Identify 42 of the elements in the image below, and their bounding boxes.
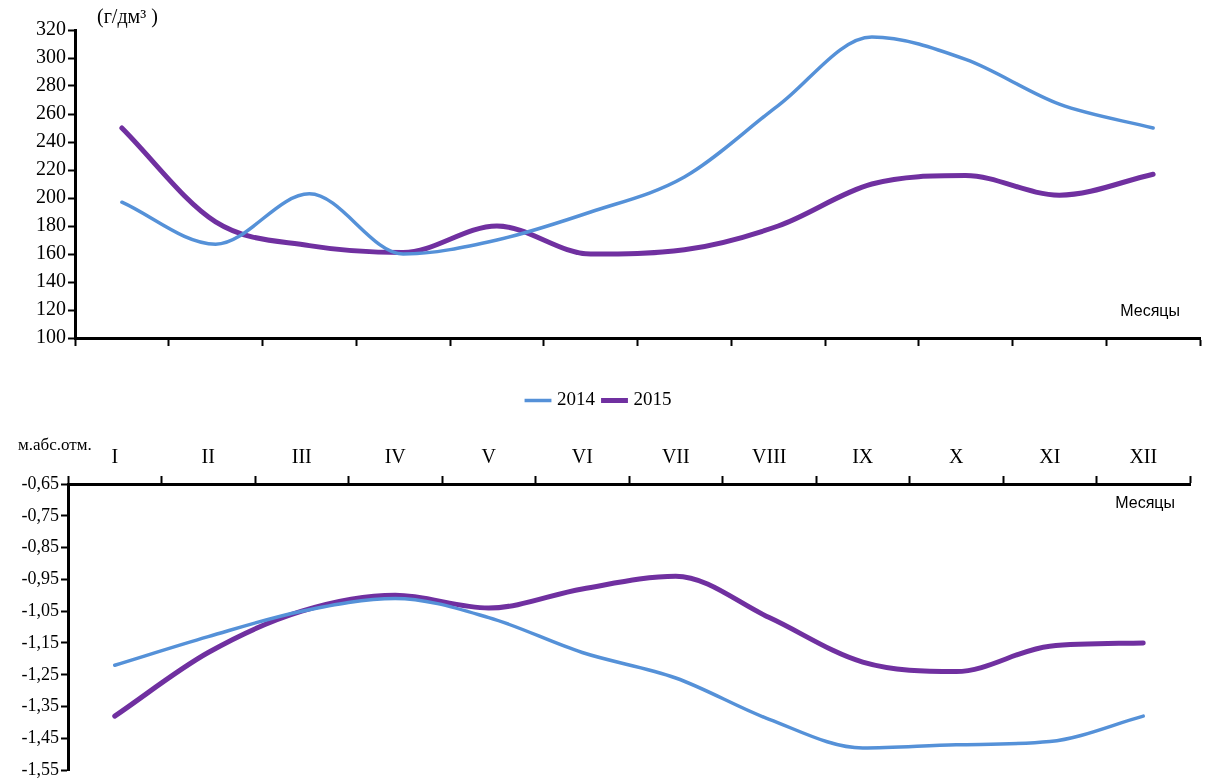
- y-tick-label: -1,05: [21, 599, 59, 620]
- y-tick-label: -1,45: [21, 727, 59, 748]
- y-tick-label: 160: [36, 241, 66, 264]
- x-axis-title: Месяцы: [1120, 302, 1180, 320]
- x-tick-label: XI: [1039, 445, 1061, 468]
- y-tick-label: 300: [36, 45, 66, 68]
- y-tick-label: 260: [36, 101, 66, 124]
- x-tick-label: X: [949, 445, 965, 468]
- y-tick-label: 180: [36, 213, 66, 236]
- y-tick-label: -1,15: [21, 631, 59, 652]
- legend-label: 2014: [557, 388, 596, 410]
- x-tick-label: I: [111, 445, 119, 468]
- y-tick-label: 120: [36, 297, 66, 320]
- y-tick-label: -0,95: [21, 568, 59, 589]
- y-tick-label: 320: [36, 17, 66, 40]
- y-tick-label: -0,65: [21, 472, 59, 493]
- line-series: [120, 35, 1155, 256]
- x-tick-label: XII: [1129, 445, 1158, 468]
- y-tick-label: 240: [36, 129, 66, 152]
- y-tick-label: -1,35: [21, 695, 59, 716]
- x-tick-label: V: [481, 445, 497, 468]
- x-tick-label: VIII: [752, 445, 787, 468]
- y-tick-label: 140: [36, 269, 66, 292]
- legend-label: 2015: [633, 388, 672, 410]
- x-tick-label: III: [291, 445, 312, 468]
- y-tick-label: 100: [36, 325, 66, 348]
- x-tick-label: IV: [384, 445, 407, 468]
- y-tick-label: -0,85: [21, 536, 59, 557]
- line-series: [113, 596, 1145, 750]
- y-axis-title: м.абс.отм.: [18, 434, 92, 454]
- x-tick-label: IX: [852, 445, 874, 468]
- y-tick-label: 280: [36, 73, 66, 96]
- y-tick-label: 220: [36, 157, 66, 180]
- y-axis-title: (г/дм³ ): [97, 5, 158, 29]
- y-tick-label: -1,55: [21, 758, 59, 779]
- x-tick-label: VI: [571, 445, 593, 468]
- x-tick-label: VII: [661, 445, 690, 468]
- y-tick-label: -1,25: [21, 663, 59, 684]
- y-tick-label: 200: [36, 185, 66, 208]
- y-tick-label: -0,75: [21, 504, 59, 525]
- x-tick-label: II: [201, 445, 215, 468]
- x-axis-title: Месяцы: [1115, 494, 1175, 512]
